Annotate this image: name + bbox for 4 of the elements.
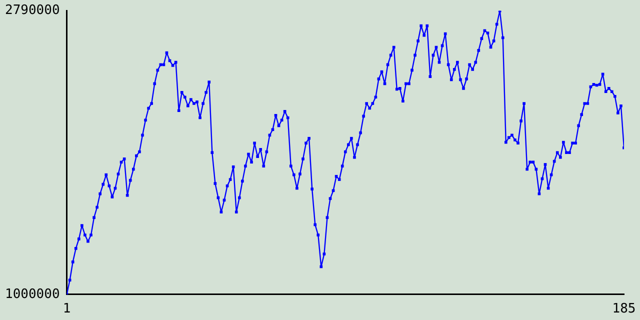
y-tick-label: 1000000 [4,286,60,302]
y-tick-label: 2790000 [4,3,60,18]
x-tick-label: 1 [62,302,71,317]
x-tick-label: 185 [612,302,636,317]
